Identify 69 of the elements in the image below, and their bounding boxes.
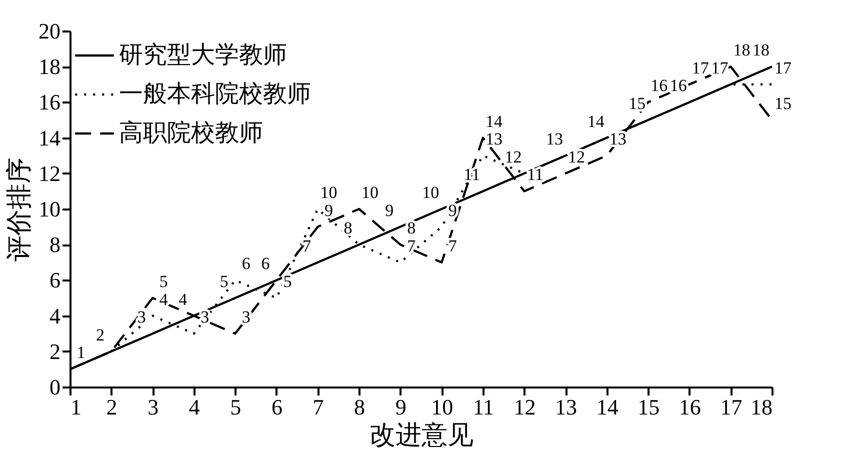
y-tick-label: 16 — [38, 90, 60, 115]
data-label: 6 — [261, 254, 270, 274]
y-tick-label: 0 — [50, 374, 60, 400]
data-label: 5 — [220, 272, 228, 291]
data-label: 15 — [774, 94, 792, 113]
data-label: 8 — [344, 218, 352, 238]
data-label: 18 — [733, 40, 750, 60]
data-label: 10 — [320, 183, 338, 202]
data-label: 7 — [448, 236, 458, 256]
y-tick-label: 10 — [38, 196, 60, 222]
data-label: 1 — [76, 343, 86, 362]
y-tick-label: 8 — [50, 232, 60, 258]
x-tick-label: 8 — [354, 394, 366, 420]
data-label: 13 — [485, 130, 502, 149]
x-tick-label: 17 — [720, 394, 742, 420]
x-tick-label: 16 — [678, 394, 701, 420]
x-axis-title: 改进意见 — [370, 420, 474, 450]
y-tick-label: 12 — [38, 160, 60, 186]
x-tick-label: 5 — [230, 394, 242, 420]
x-tick-label: 18 — [750, 394, 772, 420]
data-label: 9 — [324, 200, 334, 220]
data-label: 10 — [362, 183, 379, 202]
x-tick-label: 12 — [514, 394, 536, 420]
legend-label: 高职院校教师 — [119, 120, 263, 146]
y-tick-label: 18 — [38, 54, 60, 80]
data-label: 11 — [464, 165, 480, 184]
data-label: 18 — [752, 40, 770, 60]
y-axis-title: 评价排序 — [4, 158, 34, 262]
x-tick-label: 3 — [148, 394, 159, 420]
data-label: 3 — [242, 308, 250, 327]
x-tick-label: 13 — [555, 394, 578, 420]
y-tick-label: 6 — [50, 268, 60, 293]
data-label: 14 — [485, 112, 503, 131]
data-label: 8 — [407, 218, 416, 238]
data-label: 5 — [159, 272, 168, 291]
data-label: 9 — [448, 200, 457, 220]
data-label: 12 — [568, 147, 586, 166]
data-label: 9 — [385, 200, 394, 220]
legend-label: 研究型大学教师 — [119, 42, 287, 68]
data-label: 2 — [96, 325, 105, 344]
data-label: 10 — [422, 183, 440, 202]
data-label: 12 — [504, 147, 522, 166]
data-label: 17 — [692, 58, 710, 78]
data-label: 15 — [628, 94, 646, 113]
y-tick-label: 20 — [38, 18, 60, 44]
data-label: 7 — [302, 236, 312, 256]
x-tick-label: 7 — [312, 394, 324, 420]
data-label: 4 — [178, 290, 188, 309]
data-label: 7 — [407, 236, 416, 256]
x-tick-label: 14 — [596, 394, 618, 420]
y-tick-label: 4 — [50, 303, 60, 328]
x-tick-label: 15 — [638, 394, 660, 420]
x-tick-label: 6 — [271, 394, 282, 420]
x-tick-label: 2 — [106, 394, 118, 420]
x-tick-label: 4 — [188, 394, 200, 420]
x-tick-label: 9 — [395, 394, 406, 420]
data-label: 14 — [587, 112, 605, 131]
data-label: 6 — [242, 254, 250, 274]
y-tick-label: 14 — [38, 125, 60, 150]
data-label: 3 — [137, 308, 146, 327]
y-tick-label: 2 — [50, 338, 60, 364]
x-tick-label: 11 — [472, 394, 494, 420]
x-tick-label: 10 — [431, 394, 454, 420]
data-label: 17 — [774, 58, 792, 78]
legend-label: 一般本科院校教师 — [119, 80, 311, 108]
data-label: 16 — [650, 76, 668, 96]
x-tick-label: 1 — [70, 394, 82, 420]
data-label: 13 — [546, 130, 564, 149]
data-label: 16 — [670, 76, 687, 96]
